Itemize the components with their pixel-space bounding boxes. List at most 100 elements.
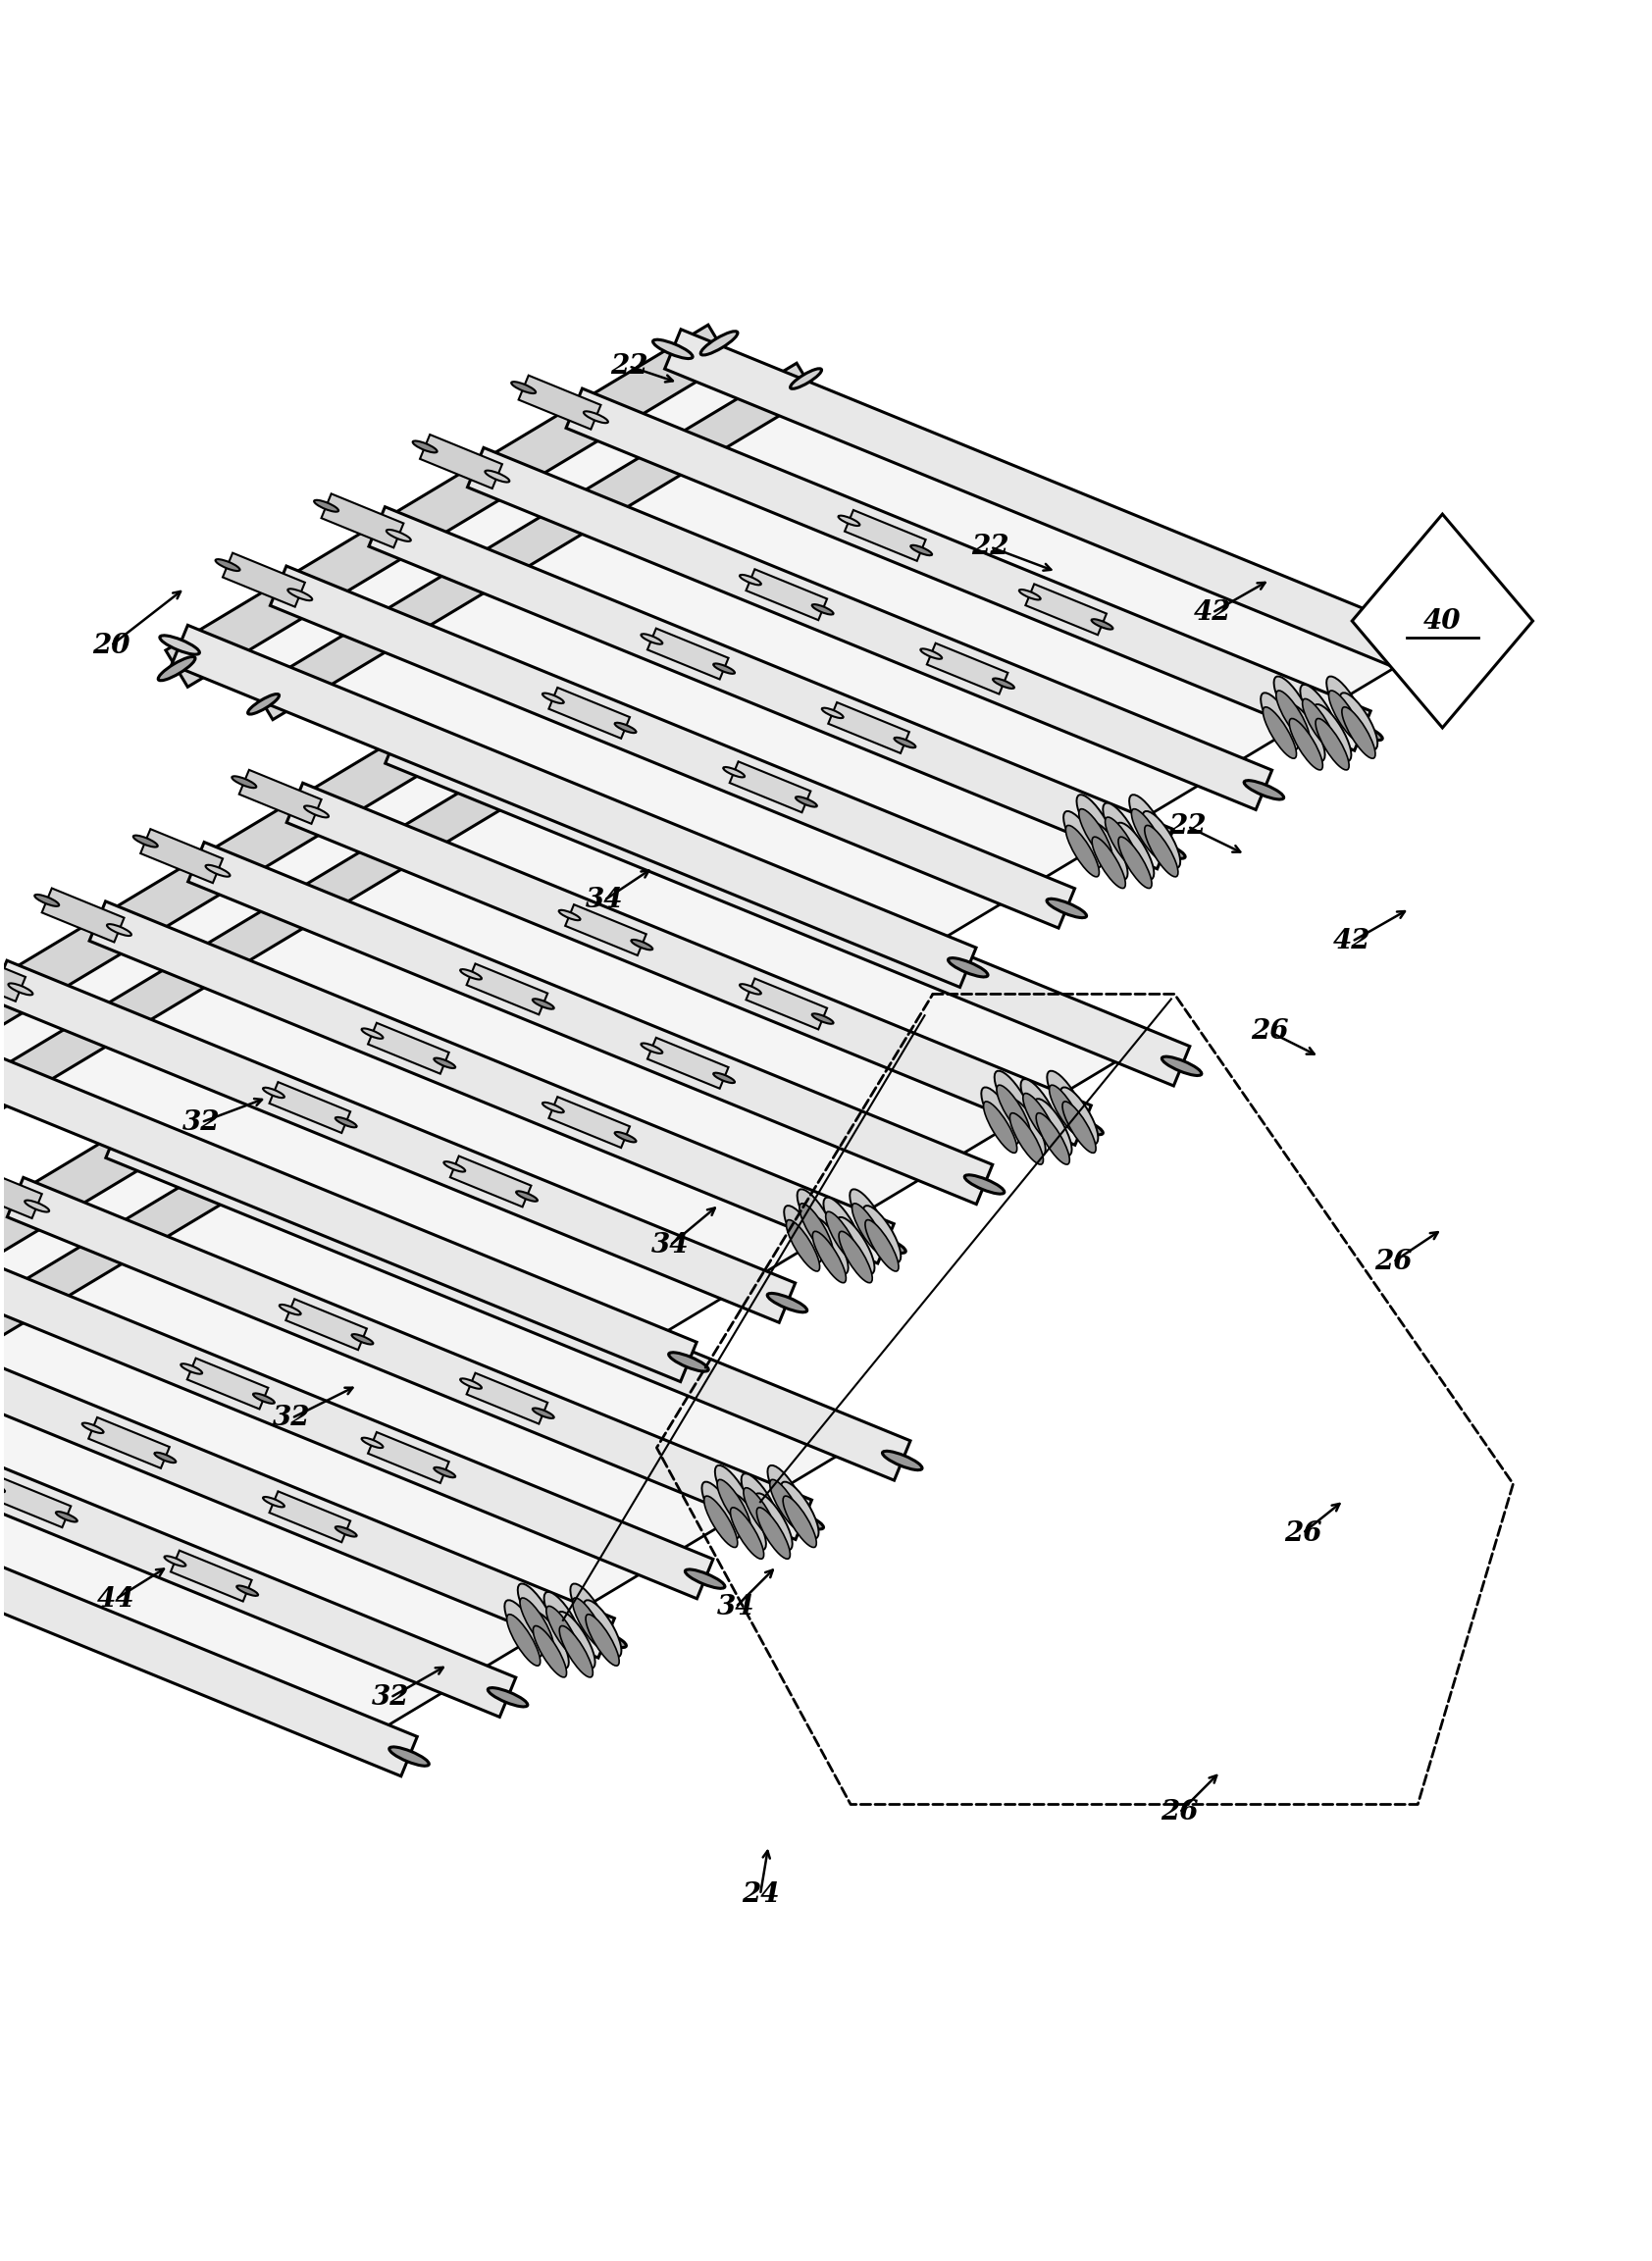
Polygon shape — [0, 1237, 714, 1599]
Ellipse shape — [826, 1212, 859, 1264]
Ellipse shape — [142, 1119, 178, 1144]
Ellipse shape — [1315, 719, 1350, 771]
Ellipse shape — [1090, 823, 1128, 880]
Text: 34: 34 — [585, 886, 623, 913]
Ellipse shape — [134, 834, 157, 848]
Polygon shape — [828, 703, 909, 753]
Ellipse shape — [362, 1438, 383, 1447]
Ellipse shape — [547, 1605, 580, 1657]
Polygon shape — [7, 1178, 811, 1540]
Ellipse shape — [160, 635, 200, 653]
Text: 42: 42 — [1193, 599, 1231, 626]
Ellipse shape — [542, 694, 563, 703]
Ellipse shape — [1079, 809, 1112, 861]
Ellipse shape — [849, 1189, 887, 1246]
Polygon shape — [548, 687, 629, 739]
Ellipse shape — [882, 1452, 922, 1470]
Ellipse shape — [583, 1601, 621, 1657]
Ellipse shape — [755, 1492, 793, 1551]
Text: 22: 22 — [610, 353, 648, 380]
Ellipse shape — [542, 1103, 563, 1112]
Text: 24: 24 — [742, 1881, 780, 1908]
Text: 32: 32 — [372, 1684, 410, 1712]
Ellipse shape — [653, 339, 692, 359]
Ellipse shape — [231, 776, 256, 787]
Polygon shape — [269, 1492, 350, 1542]
Polygon shape — [170, 1551, 251, 1601]
Ellipse shape — [783, 1510, 824, 1528]
Ellipse shape — [1036, 1112, 1069, 1164]
Polygon shape — [0, 1354, 515, 1716]
Ellipse shape — [785, 1205, 823, 1262]
Ellipse shape — [641, 633, 662, 644]
Ellipse shape — [258, 577, 297, 595]
Ellipse shape — [1118, 837, 1151, 889]
Ellipse shape — [78, 911, 117, 932]
Ellipse shape — [1275, 690, 1310, 742]
Ellipse shape — [274, 794, 314, 812]
Ellipse shape — [1064, 812, 1102, 868]
Ellipse shape — [669, 1352, 709, 1372]
Ellipse shape — [1340, 692, 1378, 751]
Ellipse shape — [517, 1583, 555, 1641]
Ellipse shape — [373, 735, 413, 753]
Ellipse shape — [796, 796, 818, 807]
Ellipse shape — [487, 1687, 527, 1707]
Polygon shape — [89, 1418, 170, 1467]
Polygon shape — [548, 1097, 629, 1149]
Ellipse shape — [8, 984, 33, 995]
Ellipse shape — [770, 1479, 803, 1531]
Ellipse shape — [586, 1628, 626, 1648]
Polygon shape — [202, 357, 1417, 950]
Ellipse shape — [263, 1088, 284, 1099]
Ellipse shape — [862, 1205, 900, 1262]
Ellipse shape — [520, 1599, 553, 1648]
Ellipse shape — [813, 1013, 833, 1024]
Polygon shape — [187, 1359, 268, 1409]
Ellipse shape — [1341, 708, 1376, 757]
Ellipse shape — [730, 1508, 763, 1558]
Ellipse shape — [486, 470, 509, 482]
Text: 32: 32 — [182, 1110, 220, 1135]
Ellipse shape — [263, 1497, 284, 1508]
Ellipse shape — [839, 1232, 872, 1282]
Polygon shape — [466, 1372, 547, 1424]
Polygon shape — [172, 626, 976, 988]
Ellipse shape — [1287, 705, 1325, 762]
Polygon shape — [254, 364, 814, 719]
Ellipse shape — [1260, 692, 1298, 751]
Ellipse shape — [1313, 705, 1351, 762]
Text: 42: 42 — [1333, 929, 1371, 954]
Ellipse shape — [1092, 620, 1113, 629]
Ellipse shape — [948, 959, 988, 977]
Ellipse shape — [790, 369, 821, 389]
Polygon shape — [0, 1164, 41, 1219]
Ellipse shape — [279, 1305, 301, 1314]
Ellipse shape — [836, 1216, 874, 1273]
Polygon shape — [0, 961, 795, 1323]
Ellipse shape — [1145, 839, 1184, 859]
Ellipse shape — [1130, 794, 1168, 852]
Text: 40: 40 — [1424, 608, 1462, 633]
Polygon shape — [664, 330, 1469, 692]
Ellipse shape — [615, 724, 636, 733]
Ellipse shape — [1302, 699, 1336, 751]
Ellipse shape — [821, 708, 843, 719]
Polygon shape — [466, 963, 547, 1015]
Ellipse shape — [1023, 1094, 1056, 1144]
Ellipse shape — [1034, 1099, 1072, 1155]
Polygon shape — [368, 506, 1173, 868]
Ellipse shape — [461, 970, 482, 979]
Ellipse shape — [702, 1481, 740, 1537]
Ellipse shape — [742, 1474, 780, 1531]
Polygon shape — [648, 629, 729, 678]
Ellipse shape — [434, 1467, 456, 1476]
Polygon shape — [565, 904, 646, 956]
Ellipse shape — [1244, 780, 1284, 800]
Ellipse shape — [0, 970, 18, 990]
Ellipse shape — [1049, 1085, 1082, 1137]
Ellipse shape — [205, 866, 230, 877]
Ellipse shape — [231, 1158, 263, 1178]
Ellipse shape — [1061, 1088, 1099, 1144]
Ellipse shape — [1300, 685, 1338, 742]
